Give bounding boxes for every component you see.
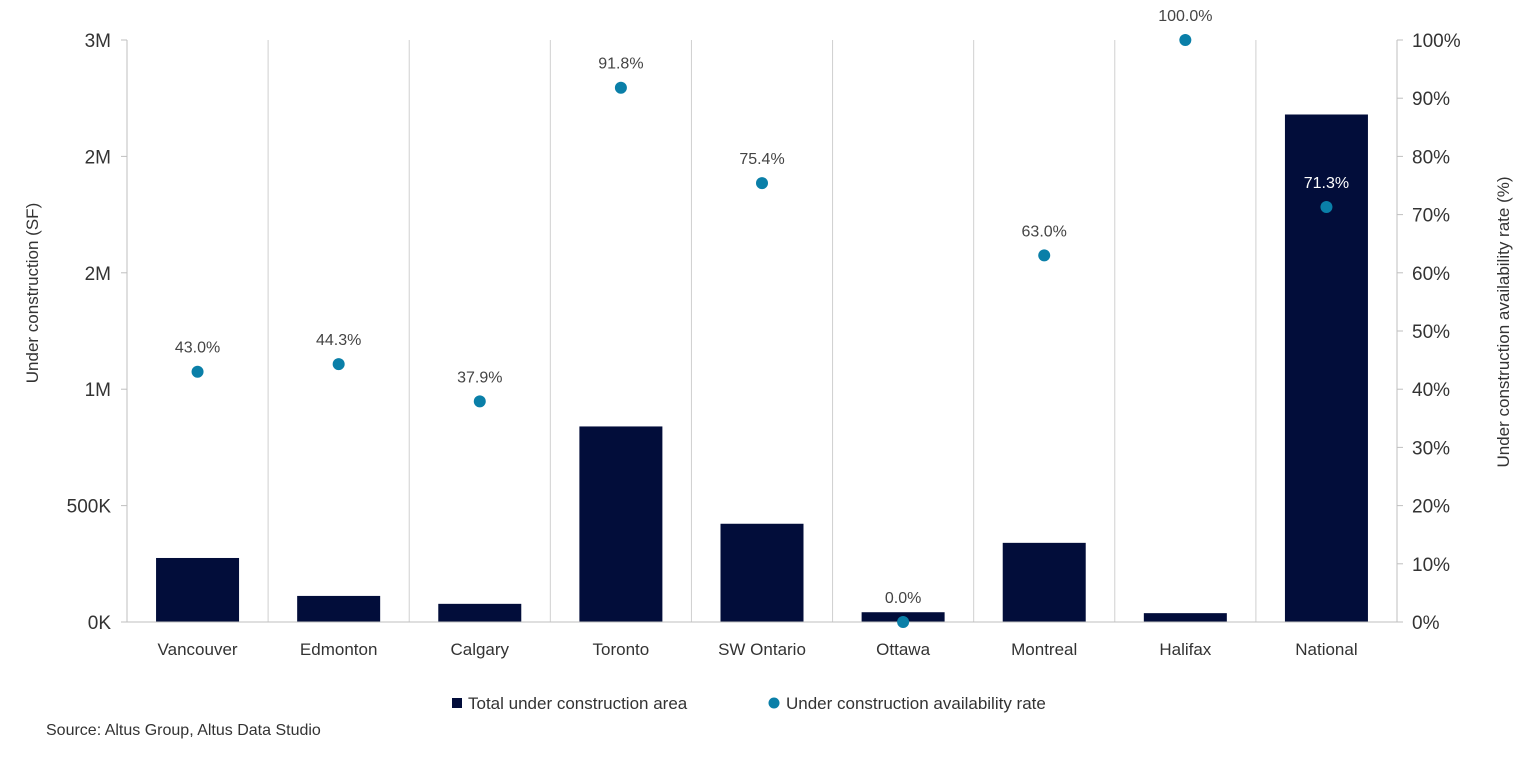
right-tick-label: 70%: [1412, 206, 1450, 227]
left-tick-label: 1M: [85, 380, 111, 401]
grid-lines: [267, 40, 1257, 622]
right-tick-label: 90%: [1412, 89, 1450, 110]
right-tick-label: 40%: [1412, 380, 1450, 401]
rate-point: [756, 177, 768, 190]
rate-point: [1320, 201, 1333, 214]
rate-data-label: 100.0%: [1158, 8, 1212, 25]
category-labels: Vancouver Edmonton Calgary Toronto SW Ontari…: [158, 640, 1358, 659]
legend-rate-label: Under construction availability rate: [786, 694, 1046, 713]
legend: Total under construction area Under cons…: [452, 694, 1046, 713]
bar: [1284, 114, 1368, 622]
rate-point: [1179, 34, 1192, 46]
rate-data-label: 91.8%: [598, 56, 643, 73]
source-note: Source: Altus Group, Altus Data Studio: [46, 722, 321, 739]
rate-point: [897, 616, 910, 628]
rate-point: [1038, 249, 1051, 262]
rate-points: [191, 34, 1333, 628]
rate-data-label: 71.3%: [1304, 175, 1349, 192]
legend-rate-swatch: [768, 697, 780, 709]
bar: [297, 595, 381, 622]
right-tick-label: 10%: [1412, 555, 1450, 576]
right-tick-label: 0%: [1412, 613, 1440, 634]
legend-bar-label: Total under construction area: [468, 694, 688, 713]
right-axis-ticks: 0% 10% 20% 30% 40% 50% 60% 70% 80% 90% 100%: [1397, 31, 1461, 634]
rate-point-labels: 43.0% 44.3% 37.9% 91.8% 75.4% 0.0% 63.0% 100.0%…: [175, 8, 1349, 607]
category-label: Edmonton: [300, 640, 378, 659]
rate-point: [332, 358, 345, 371]
bar: [156, 557, 240, 622]
rate-data-label: 0.0%: [885, 590, 921, 607]
left-tick-label: 0K: [88, 613, 112, 634]
category-label: Ottawa: [876, 640, 930, 659]
rate-point: [191, 365, 204, 378]
right-tick-label: 80%: [1412, 147, 1450, 168]
rate-data-label: 37.9%: [457, 369, 502, 386]
bar: [720, 523, 804, 622]
category-label: Calgary: [450, 640, 509, 659]
left-tick-label: 3M: [85, 31, 111, 52]
right-tick-label: 50%: [1412, 322, 1450, 343]
bar: [1002, 542, 1086, 622]
right-tick-label: 100%: [1412, 31, 1461, 52]
left-tick-label: 2M: [85, 147, 111, 168]
left-axis-title: Under construction (SF): [23, 203, 42, 383]
category-label: Vancouver: [158, 640, 238, 659]
left-axis-ticks: 0K 500K 1M 2M 2M 3M: [67, 31, 127, 634]
rate-data-label: 44.3%: [316, 332, 361, 349]
left-tick-label: 500K: [67, 497, 112, 518]
category-label: Halifax: [1159, 640, 1211, 659]
right-tick-label: 30%: [1412, 438, 1450, 459]
rate-data-label: 43.0%: [175, 340, 220, 357]
bar: [438, 603, 522, 622]
category-label: National: [1295, 640, 1357, 659]
category-label: Toronto: [593, 640, 650, 659]
right-axis-title: Under construction availability rate (%): [1494, 176, 1513, 467]
right-tick-label: 60%: [1412, 264, 1450, 285]
left-tick-label: 2M: [85, 264, 111, 285]
right-tick-label: 20%: [1412, 497, 1450, 518]
bar: [1143, 613, 1227, 622]
legend-bar-swatch: [452, 698, 462, 708]
category-label: SW Ontario: [718, 640, 806, 659]
bar: [579, 426, 663, 622]
rate-data-label: 63.0%: [1022, 223, 1067, 240]
rate-point: [614, 81, 627, 94]
rate-data-label: 75.4%: [739, 151, 784, 168]
rate-point: [473, 395, 486, 408]
category-label: Montreal: [1011, 640, 1077, 659]
